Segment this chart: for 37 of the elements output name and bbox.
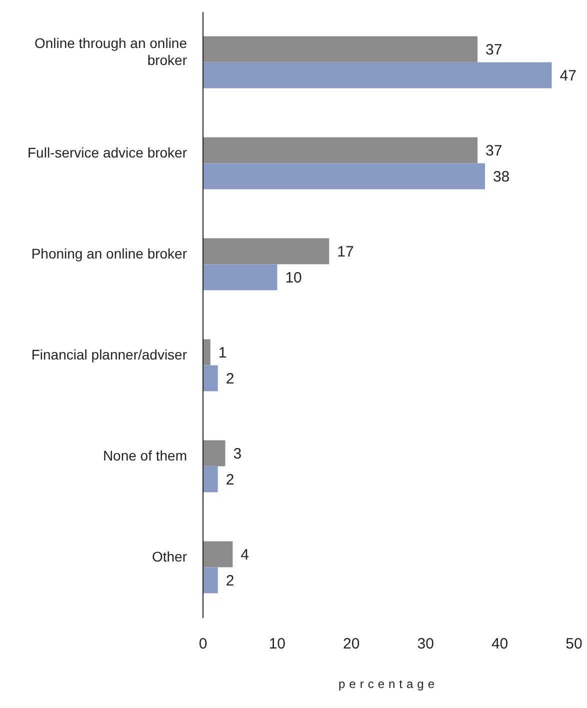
bar xyxy=(203,365,218,392)
data-label: 2 xyxy=(226,472,234,489)
y-tick-label: Financial planner/adviser xyxy=(31,346,188,362)
data-label: 47 xyxy=(560,68,576,85)
x-tick-label: 40 xyxy=(491,636,508,653)
data-label: 10 xyxy=(285,270,302,287)
bar xyxy=(203,137,478,164)
data-label: 38 xyxy=(492,168,510,186)
data-label: 1 xyxy=(218,344,227,362)
x-tick-label: 30 xyxy=(417,636,434,653)
y-tick-label: Full-service advice broker xyxy=(28,144,188,160)
x-tick-label: 0 xyxy=(198,636,208,653)
bar xyxy=(203,238,330,264)
bar xyxy=(203,466,218,492)
x-tick-label: 20 xyxy=(343,636,360,653)
bar xyxy=(203,36,478,62)
data-label: 3 xyxy=(233,446,242,463)
y-tick-label: Other xyxy=(152,548,188,564)
bar xyxy=(203,163,485,190)
data-label: 37 xyxy=(486,42,502,59)
bar xyxy=(203,62,552,88)
data-label: 4 xyxy=(240,546,250,564)
y-tick-label: Phoning an online broker xyxy=(31,245,188,262)
x-axis-title: percentage xyxy=(338,677,439,691)
data-label: 2 xyxy=(226,370,234,388)
bar xyxy=(203,339,210,366)
data-label: 17 xyxy=(337,244,354,261)
data-label: 37 xyxy=(486,142,502,160)
x-tick-label: 50 xyxy=(566,636,582,653)
y-tick-label: None of them xyxy=(102,447,187,464)
y-tick-label: Online through an online broker xyxy=(34,34,188,68)
bar xyxy=(203,567,218,594)
bar xyxy=(203,440,226,466)
bar xyxy=(203,264,278,290)
bar xyxy=(203,541,233,568)
x-tick-label: 10 xyxy=(268,636,286,653)
data-label: 2 xyxy=(226,572,234,590)
